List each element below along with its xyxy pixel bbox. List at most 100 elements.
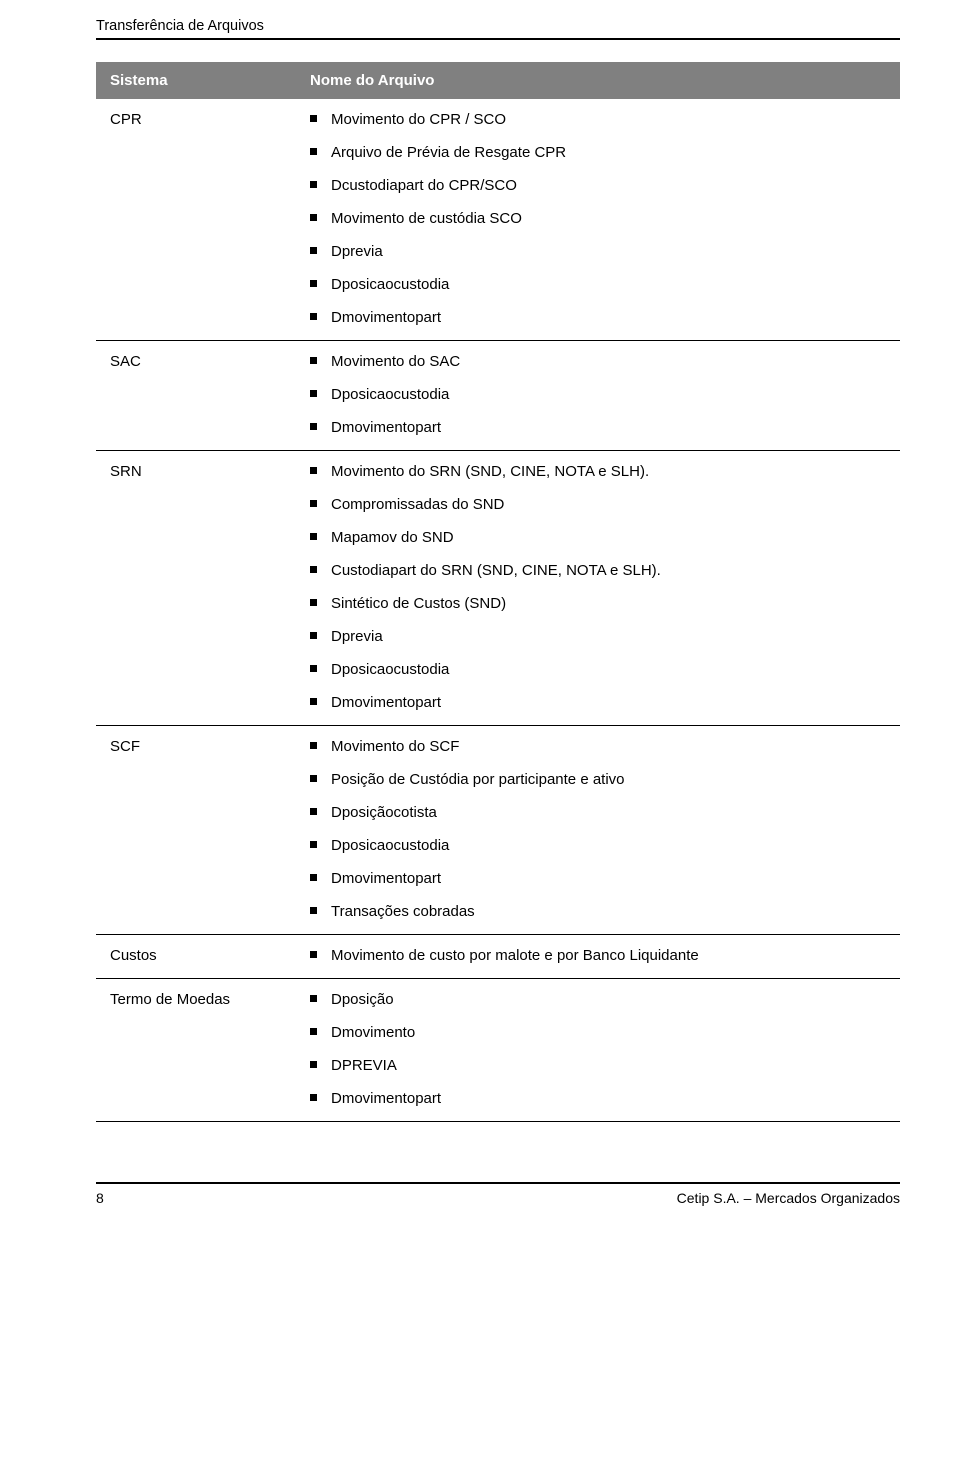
- system-name: CPR: [110, 109, 310, 128]
- square-bullet-icon: [310, 1061, 317, 1068]
- list-item-label: Dposicaocustodia: [331, 274, 449, 295]
- list-item-label: Sintético de Custos (SND): [331, 593, 506, 614]
- square-bullet-icon: [310, 808, 317, 815]
- list-item: Dposição: [310, 989, 886, 1010]
- square-bullet-icon: [310, 533, 317, 540]
- square-bullet-icon: [310, 1028, 317, 1035]
- list-item-label: Movimento do SRN (SND, CINE, NOTA e SLH)…: [331, 461, 649, 482]
- list-item-label: Dmovimentopart: [331, 692, 441, 713]
- table-header-row: Sistema Nome do Arquivo: [96, 62, 900, 99]
- list-item: Dposicaocustodia: [310, 659, 886, 680]
- table-row: CPR Movimento do CPR / SCO Arquivo de Prév…: [96, 99, 900, 341]
- square-bullet-icon: [310, 841, 317, 848]
- square-bullet-icon: [310, 599, 317, 606]
- page-number: 8: [96, 1190, 104, 1206]
- list-item: Compromissadas do SND: [310, 494, 886, 515]
- file-list: Movimento do CPR / SCO Arquivo de Prévia …: [310, 109, 886, 328]
- list-item-label: Transações cobradas: [331, 901, 475, 922]
- system-name: SCF: [110, 736, 310, 755]
- system-name: SRN: [110, 461, 310, 480]
- list-item: Dmovimentopart: [310, 692, 886, 713]
- list-item-label: Dmovimentopart: [331, 1088, 441, 1109]
- list-item: Posição de Custódia por participante e a…: [310, 769, 886, 790]
- list-item-label: Movimento do SCF: [331, 736, 459, 757]
- list-item-label: Arquivo de Prévia de Resgate CPR: [331, 142, 566, 163]
- list-item-label: Dposicaocustodia: [331, 659, 449, 680]
- list-item: Custodiapart do SRN (SND, CINE, NOTA e S…: [310, 560, 886, 581]
- square-bullet-icon: [310, 775, 317, 782]
- square-bullet-icon: [310, 390, 317, 397]
- list-item: Dmovimentopart: [310, 417, 886, 438]
- doc-footer: 8 Cetip S.A. – Mercados Organizados: [96, 1182, 900, 1206]
- file-list-cell: Movimento do CPR / SCO Arquivo de Prévia …: [310, 109, 886, 330]
- square-bullet-icon: [310, 467, 317, 474]
- table-row: SRN Movimento do SRN (SND, CINE, NOTA e S…: [96, 451, 900, 726]
- table-row: SCF Movimento do SCF Posição de Custódia p…: [96, 726, 900, 935]
- list-item: Dcustodiapart do CPR/SCO: [310, 175, 886, 196]
- list-item: Dposicaocustodia: [310, 384, 886, 405]
- doc-header: Transferência de Arquivos: [96, 18, 900, 40]
- square-bullet-icon: [310, 247, 317, 254]
- list-item: Dmovimentopart: [310, 868, 886, 889]
- square-bullet-icon: [310, 632, 317, 639]
- square-bullet-icon: [310, 874, 317, 881]
- list-item-label: Compromissadas do SND: [331, 494, 504, 515]
- list-item-label: Dcustodiapart do CPR/SCO: [331, 175, 517, 196]
- square-bullet-icon: [310, 181, 317, 188]
- table-header-col-sistema: Sistema: [110, 72, 310, 89]
- list-item-label: Dmovimento: [331, 1022, 415, 1043]
- square-bullet-icon: [310, 907, 317, 914]
- list-item-label: Custodiapart do SRN (SND, CINE, NOTA e S…: [331, 560, 661, 581]
- list-item-label: Dmovimentopart: [331, 868, 441, 889]
- content-table: Sistema Nome do Arquivo CPRMovimento do …: [96, 62, 900, 1122]
- list-item: Movimento do SRN (SND, CINE, NOTA e SLH)…: [310, 461, 886, 482]
- square-bullet-icon: [310, 566, 317, 573]
- table-body: CPR Movimento do CPR / SCO Arquivo de Prév…: [96, 99, 900, 1122]
- table-row: Termo de Moedas Dposição Dmovimento DPREVIA…: [96, 979, 900, 1122]
- list-item: Dmovimentopart: [310, 1088, 886, 1109]
- list-item-label: Movimento do SAC: [331, 351, 460, 372]
- list-item-label: Dposiçãocotista: [331, 802, 437, 823]
- list-item-label: Dmovimentopart: [331, 307, 441, 328]
- list-item: Dprevia: [310, 241, 886, 262]
- square-bullet-icon: [310, 995, 317, 1002]
- list-item-label: Movimento do CPR / SCO: [331, 109, 506, 130]
- square-bullet-icon: [310, 665, 317, 672]
- square-bullet-icon: [310, 1094, 317, 1101]
- file-list: Movimento do SRN (SND, CINE, NOTA e SLH)…: [310, 461, 886, 713]
- square-bullet-icon: [310, 313, 317, 320]
- file-list-cell: Movimento de custo por malote e por Banc…: [310, 945, 886, 968]
- system-name: Termo de Moedas: [110, 989, 310, 1008]
- list-item-label: Dmovimentopart: [331, 417, 441, 438]
- file-list-cell: Dposição Dmovimento DPREVIA Dmovimentopart: [310, 989, 886, 1111]
- list-item: Dposicaocustodia: [310, 274, 886, 295]
- file-list-cell: Movimento do SCF Posição de Custódia por …: [310, 736, 886, 924]
- square-bullet-icon: [310, 500, 317, 507]
- list-item: Dposicaocustodia: [310, 835, 886, 856]
- list-item-label: Posição de Custódia por participante e a…: [331, 769, 625, 790]
- page: Transferência de Arquivos Sistema Nome d…: [0, 0, 960, 1236]
- square-bullet-icon: [310, 698, 317, 705]
- file-list: Movimento do SAC Dposicaocustodia Dmovimen…: [310, 351, 886, 438]
- file-list: Movimento do SCF Posição de Custódia por …: [310, 736, 886, 922]
- list-item: Sintético de Custos (SND): [310, 593, 886, 614]
- list-item: Movimento do SCF: [310, 736, 886, 757]
- file-list: Dposição Dmovimento DPREVIA Dmovimentopart: [310, 989, 886, 1109]
- list-item-label: DPREVIA: [331, 1055, 397, 1076]
- list-item: Movimento de custo por malote e por Banc…: [310, 945, 886, 966]
- list-item: Dprevia: [310, 626, 886, 647]
- list-item: Dmovimentopart: [310, 307, 886, 328]
- square-bullet-icon: [310, 423, 317, 430]
- file-list: Movimento de custo por malote e por Banc…: [310, 945, 886, 966]
- square-bullet-icon: [310, 742, 317, 749]
- square-bullet-icon: [310, 115, 317, 122]
- list-item: Arquivo de Prévia de Resgate CPR: [310, 142, 886, 163]
- footer-right-text: Cetip S.A. – Mercados Organizados: [677, 1190, 900, 1206]
- list-item-label: Dposição: [331, 989, 394, 1010]
- system-name: Custos: [110, 945, 310, 964]
- list-item-label: Movimento de custódia SCO: [331, 208, 522, 229]
- list-item-label: Dposicaocustodia: [331, 384, 449, 405]
- square-bullet-icon: [310, 148, 317, 155]
- list-item: DPREVIA: [310, 1055, 886, 1076]
- square-bullet-icon: [310, 214, 317, 221]
